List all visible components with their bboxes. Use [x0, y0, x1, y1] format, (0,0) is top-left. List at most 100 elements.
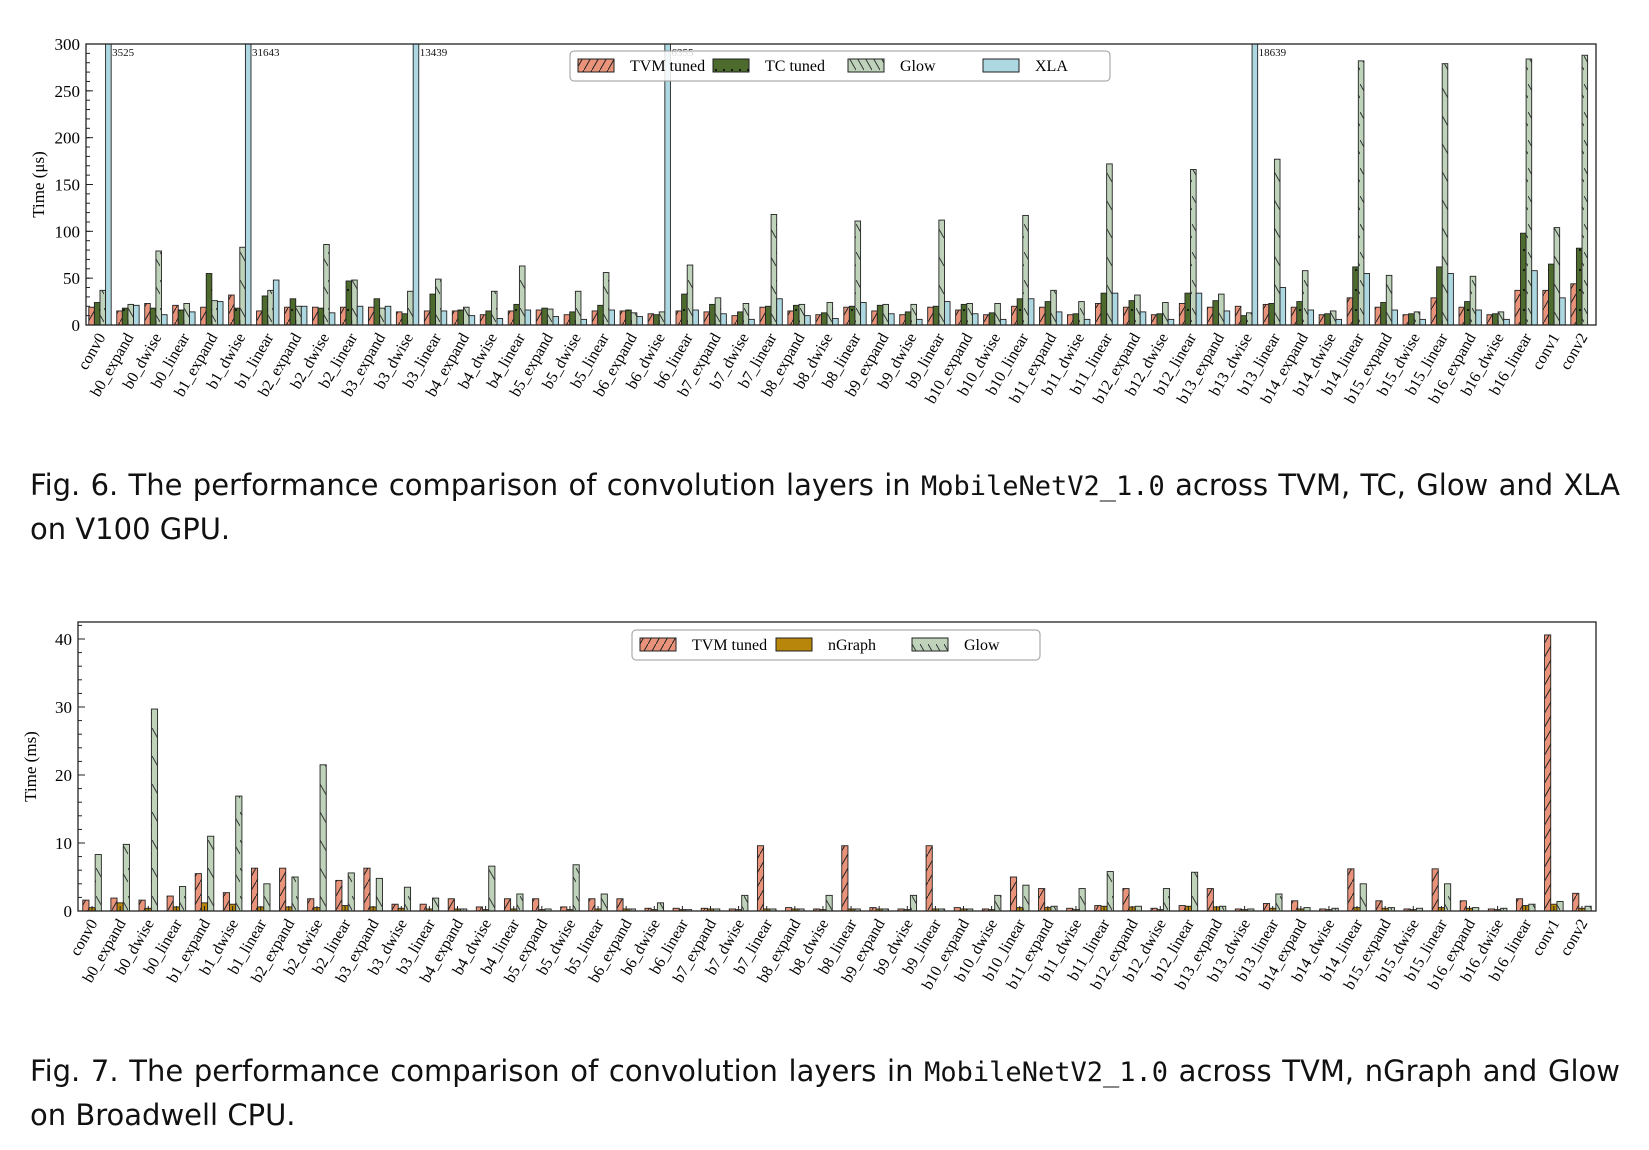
- bar-hatch: [476, 906, 483, 911]
- bar-hatch: [1207, 307, 1213, 325]
- bar-tvm-tuned: [423, 310, 431, 326]
- bar-xla: [1531, 270, 1538, 326]
- bar-tvm-tuned: [507, 310, 515, 326]
- bar-hatch: [676, 310, 682, 325]
- bar-hatch: [1486, 314, 1493, 325]
- bar-hatch: [1129, 300, 1135, 325]
- y-tick-label: 0: [64, 902, 73, 921]
- bar-hatch: [910, 304, 917, 325]
- bar-xla: [776, 298, 783, 326]
- bar-xla: [1195, 292, 1203, 326]
- bar-hatch: [573, 864, 580, 911]
- bar-hatch: [488, 866, 495, 911]
- legend: TVM tuned TC tuned Glow XLA: [569, 50, 1111, 82]
- bar-tc-tuned: [93, 302, 101, 326]
- bar-hatch: [1556, 901, 1564, 911]
- bar-tvm-tuned: [1234, 305, 1242, 326]
- bar-hatch: [841, 845, 848, 911]
- bar-tvm-tuned: [731, 315, 738, 326]
- bar-hatch: [799, 304, 805, 325]
- bar-hatch: [1247, 908, 1254, 911]
- bar-glow: [994, 894, 1002, 912]
- bar-hatch: [709, 304, 716, 325]
- bar-hatch: [1554, 227, 1560, 325]
- bar-glow: [1273, 158, 1281, 326]
- bar-xla: [720, 313, 727, 326]
- bar-fill: [468, 315, 476, 326]
- bar-tvm-tuned: [1459, 900, 1467, 912]
- bar-hatch: [363, 868, 371, 911]
- bar-glow: [375, 877, 383, 912]
- bar-tvm-tuned: [1570, 283, 1577, 326]
- legend-label: Glow: [900, 58, 936, 75]
- bar-fill: [189, 311, 196, 326]
- bar-hatch: [1066, 908, 1073, 911]
- bar-fill: [272, 279, 280, 326]
- bar-xla: [300, 305, 308, 326]
- bar-glow: [546, 308, 554, 326]
- bar-hatch: [1240, 315, 1247, 325]
- bar-xla: [999, 318, 1007, 326]
- bar-tvm-tuned: [367, 306, 375, 326]
- bar-hatch: [821, 312, 828, 325]
- bar-glow: [1469, 275, 1477, 326]
- fig6-caption: Fig. 6. The performance comparison of co…: [30, 464, 1620, 551]
- bar-hatch: [94, 302, 100, 325]
- bar-tc-tuned: [1268, 303, 1275, 326]
- bar-tc-tuned: [1575, 247, 1583, 326]
- bar-hatch: [910, 895, 917, 911]
- bar-hatch: [251, 868, 258, 911]
- bar-hatch: [1045, 301, 1051, 325]
- bar-hatch: [657, 902, 664, 911]
- bar-hatch: [1358, 60, 1364, 326]
- bar-hatch: [653, 314, 660, 325]
- bar-tvm-tuned: [841, 845, 849, 912]
- bar-fill: [720, 313, 727, 326]
- bar-tvm-tuned: [1318, 314, 1326, 326]
- bar-fill: [1475, 309, 1482, 326]
- bar-hatch: [1514, 290, 1521, 325]
- bar-tvm-tuned: [166, 895, 174, 912]
- bar-hatch: [897, 908, 905, 911]
- bar-hatch: [1123, 307, 1130, 325]
- bar-tc-tuned: [988, 312, 996, 326]
- bar-hatch: [1212, 300, 1219, 325]
- bar-glow: [1581, 54, 1589, 326]
- bar-hatch: [1190, 169, 1197, 325]
- y-axis-label: Time (ms): [21, 731, 40, 802]
- bar-xla: [1307, 309, 1315, 326]
- model-name: MobileNetV2_1.0: [924, 1057, 1168, 1088]
- bar-xla: [1475, 309, 1482, 326]
- bar-tc-tuned: [904, 311, 912, 326]
- bar-hatch: [1352, 266, 1359, 325]
- bar-hatch: [793, 305, 800, 325]
- bar-glow: [572, 864, 580, 912]
- bar-tc-tuned: [625, 309, 632, 326]
- bar-xla: [1391, 309, 1398, 326]
- bar-hatch: [1442, 63, 1448, 326]
- bar-hatch: [1403, 908, 1411, 911]
- bar-tvm-tuned: [1150, 314, 1158, 326]
- caption-text: Fig. 6. The performance comparison of co…: [30, 468, 921, 502]
- bar-glow: [1525, 58, 1533, 326]
- bar-tvm-tuned: [535, 309, 543, 326]
- bar-tvm-tuned: [955, 309, 962, 326]
- bar-tvm-tuned: [1122, 306, 1130, 326]
- bar-hatch: [743, 303, 749, 325]
- bar-glow: [1246, 312, 1253, 326]
- bar-hatch: [1179, 905, 1186, 911]
- bar-glow: [994, 303, 1001, 326]
- bar-tc-tuned: [820, 312, 828, 326]
- bar-tvm-tuned: [619, 310, 627, 326]
- bar-glow: [94, 854, 102, 912]
- bar-tvm-tuned: [116, 310, 123, 326]
- legend-item: TVM tuned: [577, 58, 705, 75]
- bar-hatch: [519, 265, 526, 325]
- plot-frame: [77, 621, 1597, 912]
- bar-glow: [435, 278, 442, 326]
- bar-hatch: [420, 904, 427, 911]
- y-tick-label: 40: [55, 630, 72, 649]
- bar-hatch: [1163, 888, 1170, 911]
- bar-hatch: [1039, 307, 1046, 325]
